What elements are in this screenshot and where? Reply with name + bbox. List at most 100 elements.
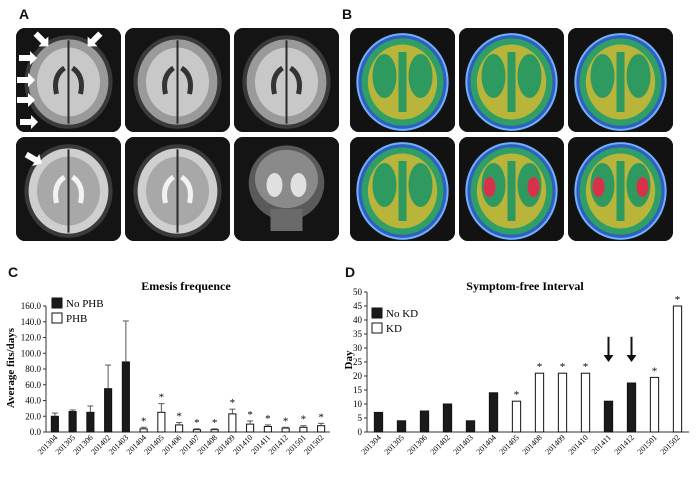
significance-star: *: [560, 361, 566, 373]
y-tick-label: 100.0: [21, 348, 42, 358]
y-tick-label: 10: [353, 399, 363, 409]
legend-label: KD: [386, 323, 402, 335]
emesis-chart-svg: Emesis frequence Average fits/days 0.0 20…: [5, 279, 330, 456]
y-tick-label: 140.0: [21, 317, 42, 327]
bar: [192, 429, 201, 433]
legend-swatch: [51, 312, 63, 324]
mri-t2-axial-2-image: [125, 137, 230, 241]
significance-star: *: [247, 409, 253, 421]
significance-star: *: [141, 415, 147, 427]
bar: [442, 403, 453, 433]
significance-star: *: [265, 413, 271, 425]
significance-star: *: [675, 294, 681, 306]
bar: [603, 400, 614, 433]
x-tick-label: 201306: [406, 433, 429, 456]
bar: [139, 428, 148, 433]
y-tick-label: 80.0: [25, 364, 41, 374]
significance-star: *: [194, 417, 200, 429]
bar: [396, 420, 407, 433]
x-tick-label: 201408: [521, 433, 544, 456]
panel-letter-a: A: [19, 6, 30, 22]
pet-axial-4-image: [350, 137, 455, 241]
white-arrow-icon: [17, 93, 35, 107]
x-tick-label: 201502: [302, 433, 325, 456]
white-arrow-icon: [33, 31, 49, 47]
white-arrow-icon: [19, 51, 37, 65]
x-tick-label: 201305: [383, 433, 406, 456]
bar: [299, 426, 308, 433]
mri-t2-axial-1-image: [16, 137, 121, 241]
mri-t2-coronal-image: [234, 137, 339, 241]
bar: [246, 423, 255, 433]
y-tick-label: 15: [353, 385, 363, 395]
bar: [649, 376, 660, 433]
y-tick-label: 0.0: [30, 427, 42, 437]
x-tick-label: 201411: [590, 433, 613, 456]
y-tick-label: 20: [353, 371, 363, 381]
significance-star: *: [283, 415, 289, 427]
pet-axial-6-image: [568, 137, 673, 241]
significance-star: *: [212, 417, 218, 429]
y-tick-label: 25: [353, 357, 363, 367]
y-axis-label: Average fits/days: [5, 327, 17, 408]
pet-axial-5-image: [459, 137, 564, 241]
black-arrow-icon: [603, 336, 614, 362]
y-tick-label: 20.0: [25, 411, 41, 421]
bar: [228, 413, 237, 433]
bar: [672, 305, 683, 433]
emesis-frequence-chart: Emesis frequence Average fits/days 0.0 20…: [0, 270, 340, 477]
chart-title: Emesis frequence: [141, 279, 231, 293]
panel-letter-b: B: [342, 6, 353, 22]
y-tick-label: 35: [353, 329, 363, 339]
white-arrow-icon: [24, 151, 42, 167]
significance-star: *: [301, 414, 307, 426]
significance-star: *: [652, 365, 658, 377]
x-tick-label: 201502: [659, 433, 682, 456]
panel-letter-d: D: [345, 264, 356, 280]
bar: [626, 382, 637, 433]
y-tick-label: 0: [358, 427, 363, 437]
x-tick-label: 201404: [475, 433, 498, 456]
bar: [210, 429, 219, 433]
bar: [580, 372, 591, 433]
bar: [534, 372, 545, 433]
bar: [50, 415, 59, 433]
legend-swatch: [371, 322, 383, 334]
bar: [488, 392, 499, 433]
bar: [557, 372, 568, 433]
significance-star: *: [537, 361, 543, 373]
y-axis-label: Day: [343, 350, 355, 369]
x-tick-label: 201405: [498, 433, 521, 456]
bar: [157, 411, 166, 433]
chart-title: Symptom-free Interval: [466, 279, 584, 293]
bar: [263, 425, 272, 433]
y-tick-label: 30: [353, 343, 363, 353]
significance-star: *: [176, 411, 182, 423]
significance-star: *: [514, 389, 520, 401]
legend-label: No KD: [386, 308, 418, 320]
pet-axial-1-image: [350, 28, 455, 132]
bar: [86, 411, 95, 433]
x-tick-label: 201410: [567, 433, 590, 456]
y-tick-label: 160.0: [21, 301, 42, 311]
mri-t1-axial-2-image: [125, 28, 230, 132]
x-tick-label: 201409: [544, 433, 567, 456]
significance-star: *: [159, 392, 165, 404]
x-tick-label: 201304: [360, 433, 383, 456]
bar: [68, 411, 77, 433]
x-tick-label: 201501: [636, 433, 659, 456]
y-tick-label: 60.0: [25, 380, 41, 390]
significance-star: *: [230, 397, 236, 409]
y-tick-label: 120.0: [21, 333, 42, 343]
significance-star: *: [318, 411, 324, 423]
pet-axial-3-image: [568, 28, 673, 132]
y-tick-label: 40.0: [25, 396, 41, 406]
bar: [104, 388, 113, 433]
y-tick-label: 50: [353, 287, 363, 297]
y-tick-label: 40: [353, 315, 363, 325]
legend-label: PHB: [66, 313, 87, 325]
white-arrow-icon: [20, 115, 38, 129]
x-tick-label: 201402: [429, 433, 452, 456]
bar: [317, 425, 326, 433]
mri-t1-axial-3-image: [234, 28, 339, 132]
